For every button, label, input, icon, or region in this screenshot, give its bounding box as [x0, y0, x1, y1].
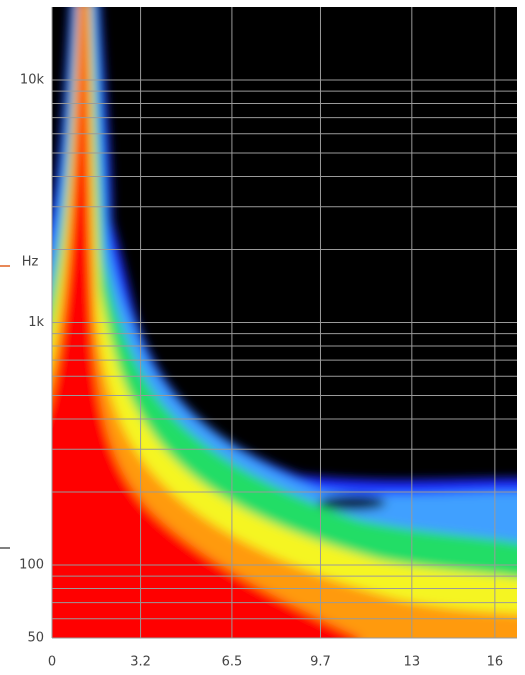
- x-tick-label: 16: [487, 655, 504, 670]
- heatmap: [52, 7, 517, 638]
- x-tick-label: 3.2: [130, 655, 151, 670]
- x-tick-label: 0: [48, 655, 56, 670]
- y-tick-label: 1k: [28, 315, 44, 330]
- x-tick-label: 6.5: [222, 655, 243, 670]
- y-tick-label: 10k: [20, 72, 45, 87]
- grid: [51, 7, 517, 639]
- y-tick-label: 50: [27, 631, 44, 646]
- x-tick-label: 13: [404, 655, 421, 670]
- y-tick-label: 100: [19, 558, 44, 573]
- y-axis-label: Hz: [22, 255, 39, 270]
- x-tick-label: 9.7: [310, 655, 331, 670]
